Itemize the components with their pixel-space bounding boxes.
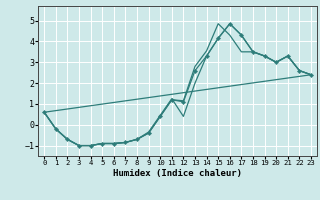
X-axis label: Humidex (Indice chaleur): Humidex (Indice chaleur)	[113, 169, 242, 178]
